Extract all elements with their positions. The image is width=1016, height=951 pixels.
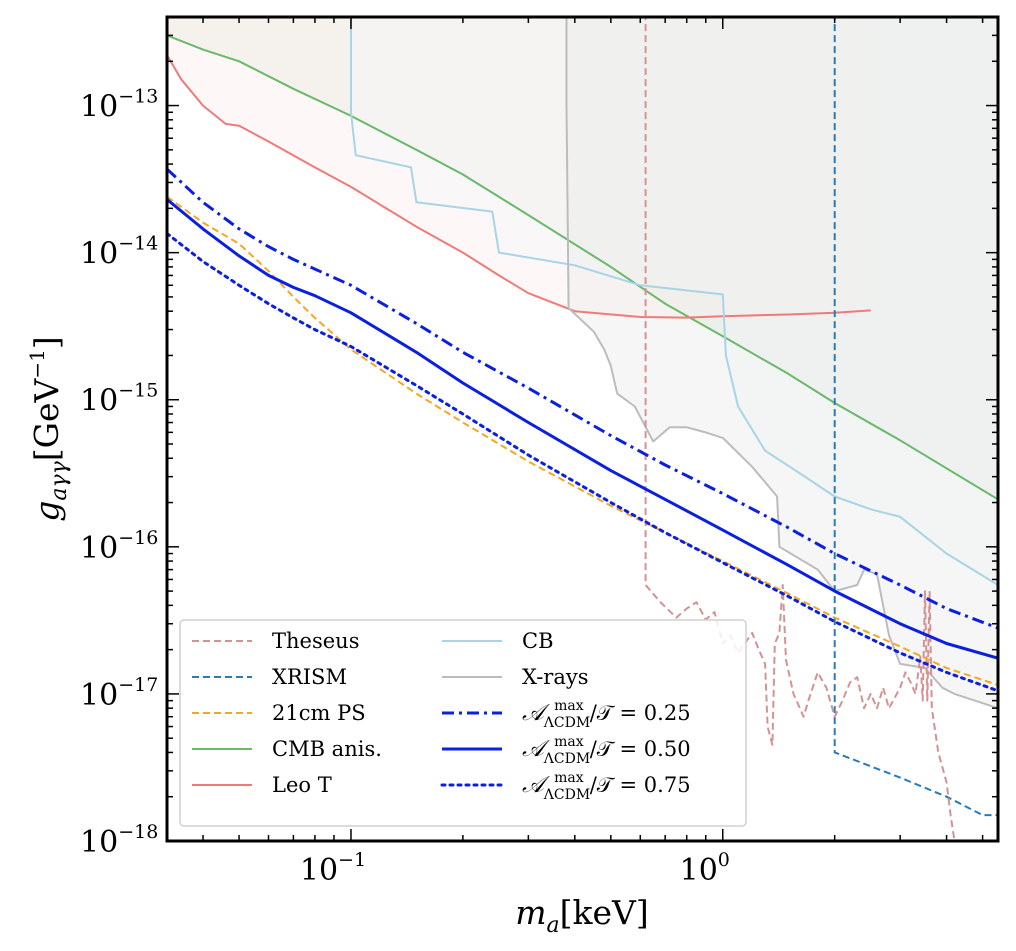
constraint-fills bbox=[167, 17, 998, 709]
legend-label-cb: CB bbox=[522, 629, 554, 653]
legend-label-cmb: CMB anis. bbox=[272, 737, 382, 761]
legend: Theseus XRISM 21cm PS CMB anis. Leo T CB X-ray… bbox=[179, 619, 747, 827]
a050-line bbox=[167, 198, 998, 660]
legend-label-leot: Leo T bbox=[272, 773, 332, 797]
y-tick-label: 10−16 bbox=[80, 527, 158, 566]
leot-line bbox=[167, 54, 871, 319]
y-tick-label: 10−15 bbox=[80, 380, 158, 419]
plot-frame bbox=[165, 15, 1000, 843]
legend-label-xrays: X-rays bbox=[522, 665, 589, 689]
legend-label-a025: 𝒜ΛCDMmax/𝒯 = 0.25 bbox=[522, 698, 691, 731]
legend-label-xrism: XRISM bbox=[272, 665, 347, 689]
series-lines bbox=[167, 17, 998, 841]
xrays-line bbox=[565, 17, 998, 710]
x-tick-label: 100 bbox=[680, 849, 730, 888]
cmb-line bbox=[167, 34, 998, 501]
x-axis-label: ma[keV] bbox=[515, 893, 649, 938]
y-tick-label: 10−13 bbox=[80, 86, 158, 125]
y-axis-label: gaγγ[GeV−1] bbox=[25, 336, 72, 522]
x-tick-label: 10−1 bbox=[300, 849, 366, 888]
xrism-line bbox=[833, 17, 998, 817]
theseus-line bbox=[644, 17, 956, 841]
y-tick-label: 10−17 bbox=[80, 674, 158, 713]
a075-line bbox=[167, 232, 998, 693]
legend-box bbox=[179, 619, 747, 827]
cb-line bbox=[350, 17, 998, 586]
legend-label-theseus: Theseus bbox=[272, 629, 359, 653]
legend-label-a075: 𝒜ΛCDMmax/𝒯 = 0.75 bbox=[522, 770, 691, 803]
cm21-line bbox=[167, 195, 998, 686]
legend-label-cm21: 21cm PS bbox=[272, 701, 366, 725]
y-tick-label: 10−18 bbox=[80, 821, 158, 860]
y-tick-label: 10−14 bbox=[80, 233, 158, 272]
tick-labels: 10−1 100 10−13 10−14 10−15 10−16 10−17 10−18 bbox=[80, 86, 730, 888]
xrays-region bbox=[566, 17, 998, 709]
